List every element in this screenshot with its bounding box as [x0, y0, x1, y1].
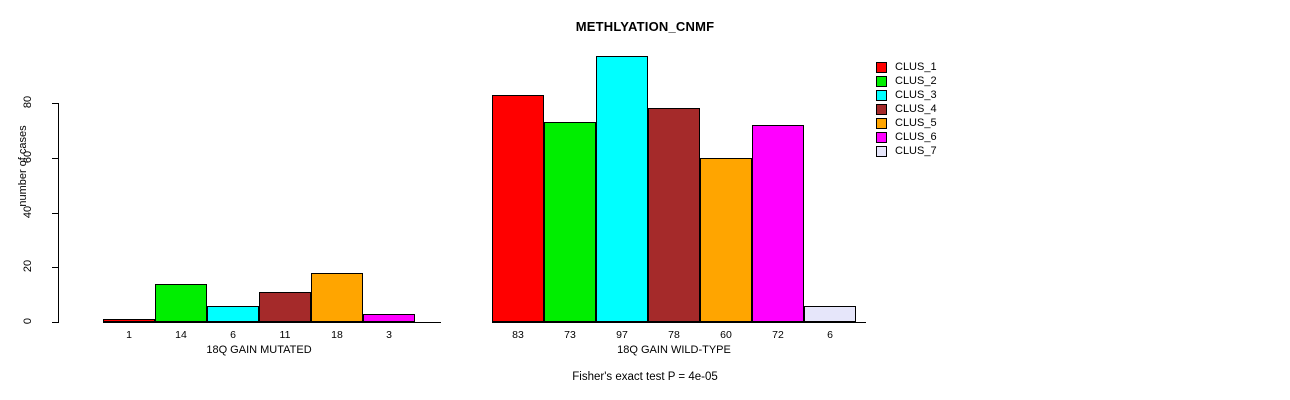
legend-item: CLUS_2: [876, 74, 937, 88]
bar-value-label: 97: [616, 329, 628, 341]
legend-item: CLUS_6: [876, 130, 937, 144]
x-axis-line: [492, 322, 867, 323]
bar-value-label: 83: [512, 329, 524, 341]
bar: [596, 56, 648, 322]
legend-item: CLUS_1: [876, 60, 937, 74]
bar-value-label: 3: [386, 329, 392, 341]
bar: [155, 283, 207, 322]
legend-label: CLUS_3: [895, 88, 937, 101]
legend-color-swatch: [876, 89, 887, 101]
bar-value-label: 78: [668, 329, 680, 341]
legend-color-swatch: [876, 117, 887, 129]
legend-color-swatch: [876, 103, 887, 115]
legend-item: CLUS_4: [876, 102, 937, 116]
legend-label: CLUS_2: [895, 74, 937, 87]
bar-value-label: 11: [279, 329, 291, 341]
group-axis-label: 18Q GAIN WILD-TYPE: [617, 344, 731, 356]
bar: [752, 124, 804, 322]
y-tick-label: 20: [22, 260, 34, 273]
group-axis-label: 18Q GAIN MUTATED: [206, 344, 312, 356]
bar-value-label: 73: [564, 329, 576, 341]
legend-item: CLUS_3: [876, 88, 937, 102]
legend-label: CLUS_7: [895, 144, 937, 157]
page-title: METHLYATION_CNMF: [575, 19, 715, 34]
y-tick-mark: [52, 267, 59, 269]
bar-value-label: 18: [331, 329, 343, 341]
y-tick-mark: [52, 157, 59, 159]
legend-color-swatch: [876, 61, 887, 73]
legend-label: CLUS_5: [895, 116, 937, 129]
bar: [804, 305, 856, 322]
bar-value-label: 1: [126, 329, 132, 341]
legend-label: CLUS_4: [895, 102, 937, 115]
bar: [103, 319, 155, 322]
y-tick-mark: [52, 322, 59, 323]
bar: [700, 157, 752, 322]
legend-color-swatch: [876, 131, 887, 143]
bar-value-label: 60: [720, 329, 732, 341]
bar-value-label: 6: [827, 329, 833, 341]
legend-item: CLUS_5: [876, 116, 937, 130]
bar: [544, 122, 596, 322]
bar: [207, 305, 259, 322]
y-tick-label: 0: [22, 317, 34, 325]
y-tick-label: 80: [22, 95, 34, 109]
y-tick-label: 40: [22, 205, 34, 218]
y-tick-mark: [52, 212, 59, 214]
legend: CLUS_1 CLUS_2 CLUS_3 CLUS_4 CLUS_5 CLUS_6 CLUS…: [876, 60, 937, 158]
bar-value-label: 6: [230, 329, 236, 341]
x-axis-line: [103, 322, 441, 323]
bar-value-label: 72: [772, 329, 784, 341]
bar-value-label: 14: [175, 329, 187, 341]
bar: [492, 94, 544, 322]
y-tick-mark: [52, 103, 59, 104]
legend-item: CLUS_7: [876, 144, 937, 158]
bar: [648, 108, 700, 322]
legend-label: CLUS_1: [895, 60, 937, 73]
legend-color-swatch: [876, 75, 887, 87]
y-tick-label: 60: [22, 150, 34, 163]
legend-color-swatch: [876, 145, 887, 157]
legend-label: CLUS_6: [895, 130, 937, 143]
bar: [363, 313, 415, 322]
statistical-annotation: Fisher's exact test P = 4e-05: [572, 371, 718, 383]
bar: [259, 291, 311, 322]
bar: [311, 272, 363, 322]
